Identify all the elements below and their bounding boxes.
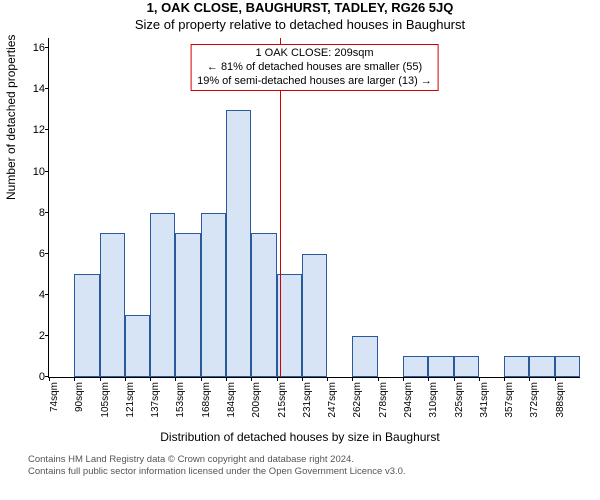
xtick-mark	[378, 377, 379, 381]
xtick-mark	[428, 377, 429, 381]
bar-slot: 357sqm	[504, 38, 529, 377]
xtick-mark	[327, 377, 328, 381]
ytick-label: 8	[39, 207, 49, 219]
ytick-mark	[45, 376, 49, 377]
ytick-label: 2	[39, 330, 49, 342]
bar	[74, 274, 99, 377]
xtick-mark	[504, 377, 505, 381]
bar	[352, 336, 377, 377]
ytick-label: 4	[39, 289, 49, 301]
xtick-mark	[49, 377, 50, 381]
x-axis-label: Distribution of detached houses by size …	[0, 430, 600, 444]
xtick-label: 357sqm	[504, 382, 515, 418]
xtick-mark	[277, 377, 278, 381]
bar-slot: 121sqm	[125, 38, 150, 377]
xtick-mark	[74, 377, 75, 381]
footer-line1: Contains HM Land Registry data © Crown c…	[28, 454, 600, 466]
bar-slot: 74sqm	[49, 38, 74, 377]
xtick-mark	[479, 377, 480, 381]
chart-subtitle: Size of property relative to detached ho…	[0, 17, 600, 32]
xtick-label: 310sqm	[428, 382, 439, 418]
ytick-label: 16	[33, 42, 49, 54]
annotation-line1: 1 OAK CLOSE: 209sqm	[197, 47, 432, 61]
ytick-mark	[45, 129, 49, 130]
xtick-mark	[529, 377, 530, 381]
ytick-mark	[45, 294, 49, 295]
xtick-mark	[201, 377, 202, 381]
y-axis-label: Number of detached properties	[4, 35, 18, 200]
footer-line2: Contains full public sector information …	[28, 466, 600, 478]
bar	[251, 233, 276, 377]
ytick-label: 14	[33, 83, 49, 95]
xtick-label: 105sqm	[100, 382, 111, 418]
xtick-mark	[226, 377, 227, 381]
xtick-label: 184sqm	[226, 382, 237, 418]
xtick-label: 278sqm	[378, 382, 389, 418]
bar-slot: 137sqm	[150, 38, 175, 377]
ytick-label: 10	[33, 166, 49, 178]
ytick-mark	[45, 335, 49, 336]
xtick-label: 372sqm	[529, 382, 540, 418]
xtick-mark	[100, 377, 101, 381]
xtick-label: 294sqm	[403, 382, 414, 418]
xtick-label: 262sqm	[352, 382, 363, 418]
ytick-label: 6	[39, 248, 49, 260]
chart-area: 74sqm90sqm105sqm121sqm137sqm153sqm168sqm…	[48, 38, 580, 378]
annotation-line2: ← 81% of detached houses are smaller (55…	[197, 61, 432, 75]
xtick-label: 388sqm	[555, 382, 566, 418]
xtick-label: 90sqm	[74, 382, 85, 412]
ytick-mark	[45, 212, 49, 213]
bar	[302, 254, 327, 377]
xtick-label: 247sqm	[327, 382, 338, 418]
ytick-mark	[45, 171, 49, 172]
xtick-label: 200sqm	[251, 382, 262, 418]
xtick-mark	[302, 377, 303, 381]
bar	[529, 356, 554, 377]
ytick-mark	[45, 47, 49, 48]
xtick-label: 341sqm	[479, 382, 490, 418]
ytick-label: 0	[39, 371, 49, 383]
bar-slot: 341sqm	[479, 38, 504, 377]
xtick-mark	[403, 377, 404, 381]
bar-slot: 90sqm	[74, 38, 99, 377]
ytick-mark	[45, 88, 49, 89]
bar	[403, 356, 428, 377]
annotation-box: 1 OAK CLOSE: 209sqm ← 81% of detached ho…	[190, 44, 439, 91]
ytick-label: 12	[33, 124, 49, 136]
bar	[454, 356, 479, 377]
xtick-mark	[125, 377, 126, 381]
footer: Contains HM Land Registry data © Crown c…	[28, 454, 600, 478]
xtick-mark	[175, 377, 176, 381]
bar	[555, 356, 580, 377]
page-title: 1, OAK CLOSE, BAUGHURST, TADLEY, RG26 5J…	[0, 0, 600, 15]
xtick-label: 231sqm	[302, 382, 313, 418]
plot-area: 74sqm90sqm105sqm121sqm137sqm153sqm168sqm…	[48, 38, 580, 378]
xtick-mark	[251, 377, 252, 381]
xtick-label: 168sqm	[201, 382, 212, 418]
xtick-label: 153sqm	[175, 382, 186, 418]
annotation-line3: 19% of semi-detached houses are larger (…	[197, 75, 432, 89]
bar	[100, 233, 125, 377]
bar-slot: 105sqm	[100, 38, 125, 377]
bar-slot: 372sqm	[529, 38, 554, 377]
ytick-mark	[45, 253, 49, 254]
xtick-label: 325sqm	[454, 382, 465, 418]
bar	[150, 213, 175, 377]
xtick-mark	[555, 377, 556, 381]
bar-slot: 325sqm	[454, 38, 479, 377]
bar	[504, 356, 529, 377]
bar-slot: 388sqm	[555, 38, 580, 377]
xtick-mark	[454, 377, 455, 381]
xtick-label: 74sqm	[49, 382, 60, 412]
bar	[201, 213, 226, 377]
bar	[428, 356, 453, 377]
xtick-label: 137sqm	[150, 382, 161, 418]
xtick-label: 215sqm	[277, 382, 288, 418]
bar	[125, 315, 150, 377]
xtick-label: 121sqm	[125, 382, 136, 418]
bar	[226, 110, 251, 377]
xtick-mark	[352, 377, 353, 381]
xtick-mark	[150, 377, 151, 381]
bar	[175, 233, 200, 377]
